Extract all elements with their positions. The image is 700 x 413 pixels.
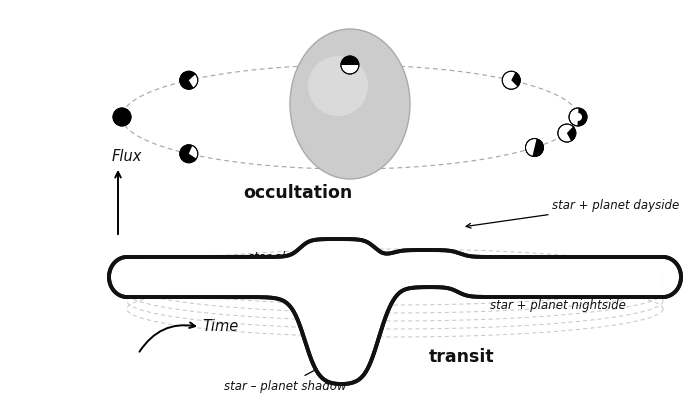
Circle shape [569,109,587,127]
Text: star + planet nightside: star + planet nightside [454,288,626,312]
Text: star + planet dayside: star + planet dayside [466,199,679,228]
Polygon shape [526,140,536,157]
Ellipse shape [308,57,368,117]
Polygon shape [342,66,358,74]
Circle shape [180,145,198,164]
Polygon shape [129,252,661,303]
Circle shape [503,72,520,90]
Circle shape [558,125,576,143]
Text: Flux: Flux [112,149,142,164]
Text: star – planet shadow: star – planet shadow [224,363,346,392]
Polygon shape [189,76,197,88]
Ellipse shape [290,30,410,180]
Polygon shape [503,73,517,90]
Circle shape [341,57,359,75]
Polygon shape [578,109,587,127]
Text: occultation: occultation [244,183,353,202]
Polygon shape [559,125,573,142]
Text: star alone: star alone [248,251,351,264]
Circle shape [113,109,131,127]
Circle shape [180,72,198,90]
Polygon shape [127,240,663,384]
Circle shape [526,139,543,157]
Polygon shape [189,147,197,159]
Circle shape [570,109,587,126]
Text: transit: transit [429,347,495,365]
Text: Time: Time [202,319,238,334]
